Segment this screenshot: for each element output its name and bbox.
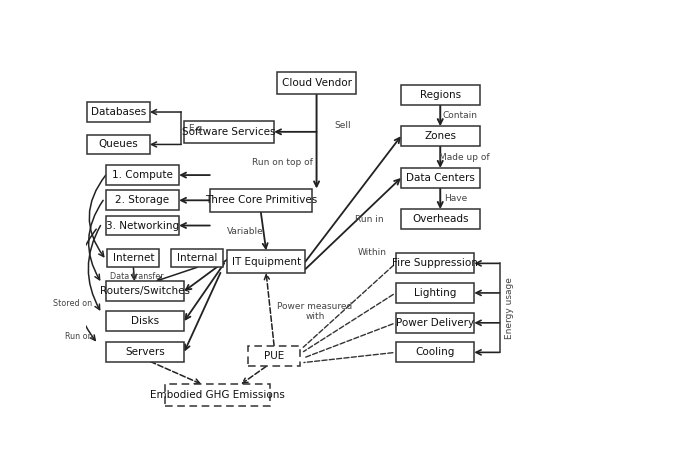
FancyArrowPatch shape	[476, 261, 500, 266]
FancyBboxPatch shape	[401, 168, 479, 188]
FancyBboxPatch shape	[105, 311, 184, 331]
Text: Zones: Zones	[424, 131, 456, 141]
Text: Made up of: Made up of	[439, 153, 490, 161]
Text: Overheads: Overheads	[412, 214, 469, 224]
FancyBboxPatch shape	[401, 126, 479, 146]
FancyBboxPatch shape	[401, 85, 479, 105]
FancyArrowPatch shape	[75, 229, 96, 340]
Text: Fire Suppression: Fire Suppression	[392, 258, 478, 268]
Text: Three Core Primitives: Three Core Primitives	[205, 195, 317, 205]
FancyArrowPatch shape	[158, 267, 197, 281]
FancyArrowPatch shape	[476, 320, 500, 325]
FancyArrowPatch shape	[242, 366, 266, 383]
FancyBboxPatch shape	[277, 72, 356, 95]
FancyArrowPatch shape	[185, 273, 221, 350]
FancyBboxPatch shape	[401, 209, 479, 229]
Text: Disks: Disks	[131, 316, 159, 326]
FancyArrowPatch shape	[132, 267, 136, 279]
Text: Sell: Sell	[335, 121, 351, 130]
Text: Power Delivery: Power Delivery	[396, 318, 474, 328]
FancyArrowPatch shape	[438, 105, 443, 124]
FancyBboxPatch shape	[396, 283, 474, 303]
Text: Energy usage: Energy usage	[505, 277, 514, 339]
FancyArrowPatch shape	[306, 179, 399, 269]
FancyArrowPatch shape	[438, 188, 443, 207]
Text: Run on: Run on	[66, 332, 93, 341]
Text: Software Services: Software Services	[182, 127, 275, 137]
Text: IT Equipment: IT Equipment	[232, 256, 301, 267]
FancyBboxPatch shape	[105, 165, 179, 185]
Text: 3. Networking: 3. Networking	[106, 220, 179, 231]
FancyArrowPatch shape	[306, 138, 400, 262]
Text: Stored on: Stored on	[53, 299, 92, 307]
Text: Internal: Internal	[177, 253, 217, 263]
FancyArrowPatch shape	[151, 362, 200, 384]
FancyBboxPatch shape	[87, 102, 150, 122]
FancyBboxPatch shape	[396, 254, 474, 273]
FancyArrowPatch shape	[261, 212, 268, 249]
Text: Run on top of: Run on top of	[251, 158, 312, 167]
FancyArrowPatch shape	[314, 95, 319, 186]
FancyBboxPatch shape	[396, 313, 474, 333]
FancyBboxPatch shape	[396, 343, 474, 362]
FancyArrowPatch shape	[186, 263, 224, 319]
Text: Regions: Regions	[420, 90, 461, 100]
Text: Cooling: Cooling	[415, 347, 455, 358]
FancyBboxPatch shape	[227, 250, 306, 273]
Text: Routers/Switches: Routers/Switches	[100, 286, 190, 296]
Text: Embodied GHG Emissions: Embodied GHG Emissions	[150, 390, 285, 400]
FancyArrowPatch shape	[186, 260, 227, 290]
FancyBboxPatch shape	[105, 281, 184, 301]
Text: Run in: Run in	[356, 214, 384, 224]
Text: Data Centers: Data Centers	[406, 173, 475, 183]
FancyBboxPatch shape	[108, 249, 160, 267]
FancyArrowPatch shape	[181, 173, 210, 177]
FancyBboxPatch shape	[105, 190, 179, 210]
FancyArrowPatch shape	[476, 291, 500, 295]
FancyBboxPatch shape	[171, 249, 223, 267]
Text: Servers: Servers	[125, 347, 165, 357]
Text: E.g.: E.g.	[188, 124, 206, 133]
Text: Variable: Variable	[227, 227, 263, 236]
FancyArrowPatch shape	[151, 142, 181, 147]
FancyArrowPatch shape	[88, 226, 101, 310]
Text: Within: Within	[358, 248, 387, 257]
FancyArrowPatch shape	[181, 198, 210, 203]
FancyBboxPatch shape	[105, 342, 184, 362]
FancyArrowPatch shape	[438, 146, 443, 166]
FancyArrowPatch shape	[89, 175, 105, 256]
FancyArrowPatch shape	[476, 350, 500, 355]
FancyArrowPatch shape	[151, 110, 181, 115]
Text: 2. Storage: 2. Storage	[115, 195, 169, 205]
FancyBboxPatch shape	[184, 121, 274, 143]
Text: 1. Compute: 1. Compute	[112, 170, 173, 180]
FancyArrowPatch shape	[276, 129, 316, 134]
Text: Databases: Databases	[91, 107, 146, 117]
Text: Data transfer: Data transfer	[110, 272, 164, 281]
FancyBboxPatch shape	[248, 345, 300, 366]
Text: Contain: Contain	[443, 111, 478, 120]
Text: Power measured
with: Power measured with	[277, 301, 353, 321]
FancyArrowPatch shape	[181, 223, 210, 228]
Text: Queues: Queues	[99, 139, 138, 149]
Text: PUE: PUE	[264, 351, 284, 361]
FancyBboxPatch shape	[210, 189, 312, 212]
Text: Internet: Internet	[112, 253, 154, 263]
Text: Lighting: Lighting	[414, 288, 456, 298]
Text: Have: Have	[445, 194, 468, 203]
FancyBboxPatch shape	[105, 216, 179, 235]
Text: Cloud Vendor: Cloud Vendor	[282, 78, 351, 88]
FancyArrowPatch shape	[264, 274, 274, 345]
FancyBboxPatch shape	[164, 384, 270, 406]
FancyArrowPatch shape	[88, 200, 103, 280]
FancyBboxPatch shape	[87, 134, 150, 154]
